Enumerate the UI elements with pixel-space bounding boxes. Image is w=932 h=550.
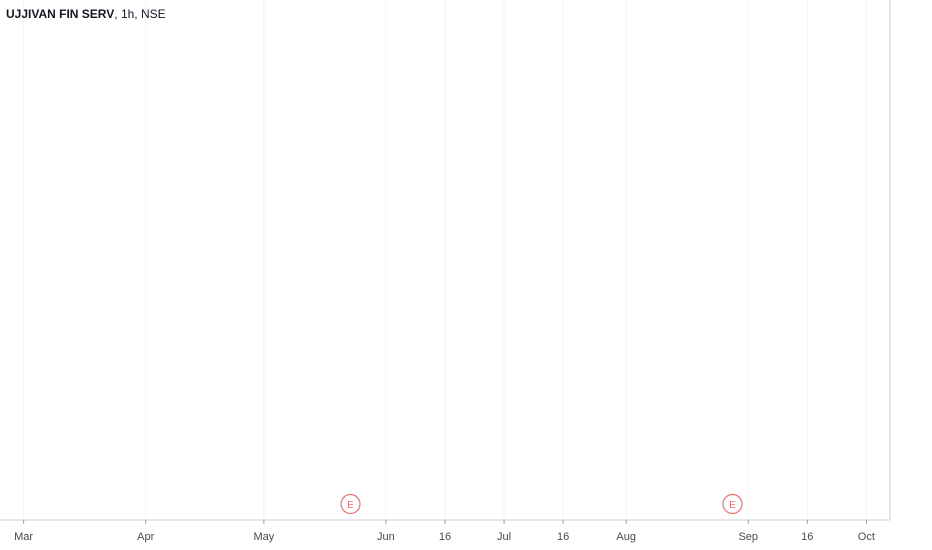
price-axis-bg	[890, 0, 932, 550]
time-tick-label: Aug	[616, 531, 636, 543]
event-marker	[340, 493, 361, 515]
event-label: E	[347, 500, 354, 511]
event-marker	[722, 493, 743, 515]
time-tick-label: 16	[557, 531, 569, 543]
time-tick-label: Oct	[858, 531, 875, 543]
time-tick-label: May	[253, 531, 274, 543]
time-axis[interactable]: Mar Apr May Jun 16 Jul 16 Aug Sep 16 Oct	[14, 520, 875, 543]
grid	[23, 0, 867, 520]
time-tick-label: 16	[439, 531, 451, 543]
time-tick-label: Jul	[497, 531, 511, 543]
exchange-label: NSE	[140, 7, 166, 21]
chart-title: UJJIVAN FIN SERV, 1h, NSE	[6, 7, 166, 21]
symbol-name: UJJIVAN FIN SERV	[6, 7, 115, 21]
time-tick-label: Apr	[137, 531, 154, 543]
time-tick-label: Mar	[14, 531, 33, 543]
interval-label: 1h	[120, 7, 135, 21]
event-label: E	[729, 500, 736, 511]
time-tick-label: 16	[801, 531, 813, 543]
time-tick-label: Jun	[377, 531, 395, 543]
time-tick-label: Sep	[738, 531, 758, 543]
